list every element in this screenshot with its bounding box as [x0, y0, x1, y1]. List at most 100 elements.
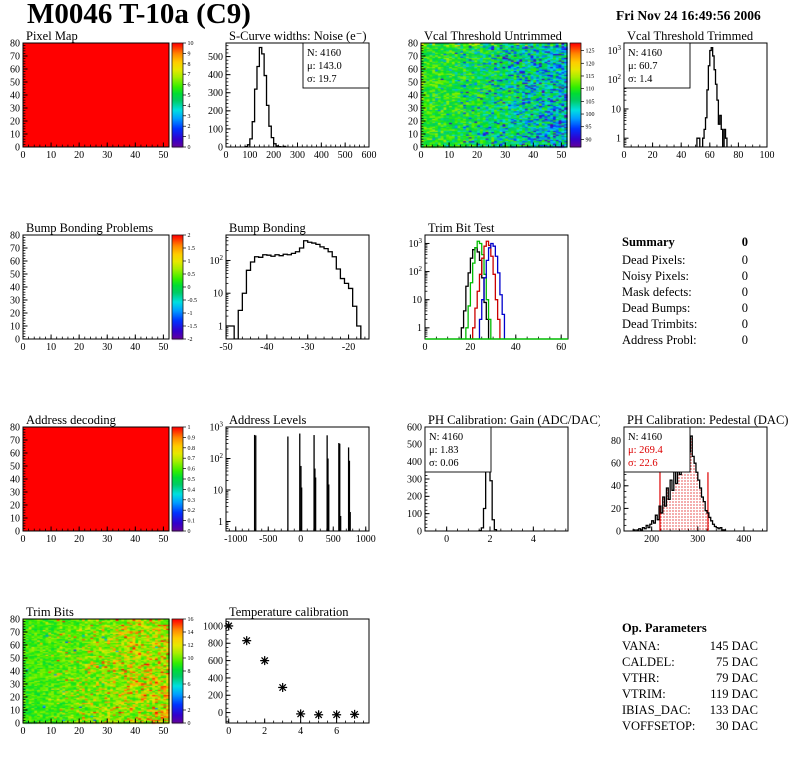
- svg-text:4: 4: [298, 726, 303, 737]
- chart-vcal-threshold-trimmed: Vcal Threshold Trimmed 0 20 40 60 80 100 1 10 102…: [597, 30, 796, 190]
- svg-text:102: 102: [608, 73, 622, 86]
- svg-text:μ: 1.83: μ: 1.83: [429, 445, 459, 456]
- op-parameters-row: CALDEL: 75 DAC: [622, 654, 758, 670]
- op-parameters-row-value: 30 DAC: [715, 719, 758, 733]
- op-parameters-row-value: 145 DAC: [709, 639, 758, 653]
- svg-text:6: 6: [188, 83, 191, 89]
- svg-text:0.6: 0.6: [188, 467, 196, 473]
- svg-text:1: 1: [188, 135, 191, 141]
- svg-text:-30: -30: [301, 342, 314, 353]
- svg-text:90: 90: [586, 137, 592, 143]
- svg-text:14: 14: [188, 630, 194, 636]
- svg-text:20: 20: [74, 534, 84, 545]
- svg-text:10: 10: [444, 150, 454, 161]
- svg-text:300: 300: [290, 150, 305, 161]
- svg-text:50: 50: [10, 77, 20, 88]
- svg-text:6: 6: [334, 726, 339, 737]
- svg-text:0: 0: [423, 342, 428, 353]
- svg-text:103: 103: [608, 44, 622, 57]
- svg-text:100: 100: [208, 124, 223, 135]
- svg-text:60: 60: [10, 448, 20, 459]
- svg-text:-1: -1: [188, 311, 193, 317]
- svg-text:S-Curve widths: Noise (e⁻): S-Curve widths: Noise (e⁻): [229, 30, 366, 43]
- svg-text:100: 100: [242, 150, 257, 161]
- svg-text:1000: 1000: [203, 621, 223, 632]
- svg-text:20: 20: [408, 116, 418, 127]
- op-parameters-row-label: VOFFSETOP:: [622, 719, 696, 733]
- svg-text:60: 60: [10, 640, 20, 651]
- svg-text:60: 60: [611, 459, 621, 470]
- svg-text:80: 80: [10, 230, 20, 241]
- svg-text:2: 2: [188, 708, 191, 714]
- chart-trim-bits: Trim Bits 0 10 20 30 40 50 0 10 20 30 40 50 60 70 80 0 2 4…: [0, 606, 202, 766]
- svg-text:40: 40: [611, 481, 621, 492]
- svg-text:40: 40: [10, 474, 20, 485]
- svg-text:10: 10: [10, 705, 20, 716]
- svg-text:0: 0: [413, 142, 418, 153]
- svg-text:30: 30: [10, 295, 20, 306]
- svg-text:8: 8: [188, 669, 191, 675]
- svg-text:200: 200: [208, 106, 223, 117]
- svg-text:10: 10: [46, 342, 56, 353]
- svg-text:200: 200: [266, 150, 281, 161]
- svg-text:0: 0: [15, 526, 20, 537]
- svg-text:30: 30: [10, 487, 20, 498]
- svg-text:300: 300: [208, 88, 223, 99]
- svg-text:20: 20: [74, 342, 84, 353]
- svg-text:10: 10: [213, 289, 223, 300]
- svg-text:115: 115: [586, 74, 595, 80]
- svg-text:0.5: 0.5: [188, 272, 196, 278]
- svg-text:40: 40: [511, 342, 521, 353]
- svg-text:N: 4160: N: 4160: [307, 48, 341, 59]
- summary-rows: Dead Pixels: 0 Noisy Pixels: 0 Mask defects:…: [622, 252, 748, 348]
- op-parameters-header: Op. Parameters: [622, 620, 758, 636]
- op-parameters-row: IBIAS_DAC: 133 DAC: [622, 702, 758, 718]
- svg-text:70: 70: [10, 627, 20, 638]
- svg-text:100: 100: [407, 509, 422, 520]
- svg-text:3: 3: [188, 114, 191, 120]
- svg-text:2: 2: [488, 534, 493, 545]
- svg-text:0: 0: [188, 529, 191, 535]
- summary-row-value: 0: [741, 285, 748, 299]
- svg-text:10: 10: [188, 656, 194, 662]
- op-parameters-title: Op. Parameters: [622, 621, 707, 635]
- svg-text:40: 40: [130, 726, 140, 737]
- svg-text:300: 300: [407, 474, 422, 485]
- svg-text:8: 8: [188, 62, 191, 68]
- svg-text:600: 600: [407, 422, 422, 433]
- svg-text:50: 50: [10, 461, 20, 472]
- svg-text:500: 500: [326, 534, 341, 545]
- svg-text:2: 2: [188, 233, 191, 239]
- svg-text:1: 1: [188, 259, 191, 265]
- svg-text:70: 70: [10, 243, 20, 254]
- svg-text:10: 10: [46, 534, 56, 545]
- svg-text:200: 200: [208, 691, 223, 702]
- svg-text:σ: 22.6: σ: 22.6: [628, 458, 658, 469]
- svg-text:400: 400: [314, 150, 329, 161]
- svg-text:400: 400: [208, 70, 223, 81]
- svg-text:800: 800: [208, 639, 223, 650]
- op-parameters-row: VTRIM: 119 DAC: [622, 686, 758, 702]
- svg-text:110: 110: [586, 87, 595, 93]
- svg-text:103: 103: [210, 420, 224, 433]
- svg-text:0: 0: [21, 726, 26, 737]
- svg-text:80: 80: [733, 150, 743, 161]
- svg-text:μ: 60.7: μ: 60.7: [628, 61, 658, 72]
- op-parameters-row: VANA: 145 DAC: [622, 638, 758, 654]
- svg-text:20: 20: [465, 342, 475, 353]
- op-parameters-row-label: VTRIM:: [622, 687, 666, 701]
- svg-text:400: 400: [407, 457, 422, 468]
- svg-text:50: 50: [158, 150, 168, 161]
- svg-text:80: 80: [611, 436, 621, 447]
- op-parameters-row-value: 119 DAC: [710, 687, 758, 701]
- svg-text:30: 30: [10, 679, 20, 690]
- svg-text:100: 100: [760, 150, 775, 161]
- svg-text:1: 1: [218, 517, 223, 528]
- summary-row: Dead Pixels: 0: [622, 252, 748, 268]
- chart-ph-calibration-gain: PH Calibration: Gain (ADC/DAC) 0 2 4 0 100 200…: [398, 414, 600, 574]
- svg-text:0: 0: [15, 142, 20, 153]
- svg-text:10: 10: [10, 321, 20, 332]
- svg-text:10: 10: [10, 513, 20, 524]
- chart-temperature-calibration: Temperature calibration 0 2 4 6 0 200 400 600 800…: [199, 606, 401, 766]
